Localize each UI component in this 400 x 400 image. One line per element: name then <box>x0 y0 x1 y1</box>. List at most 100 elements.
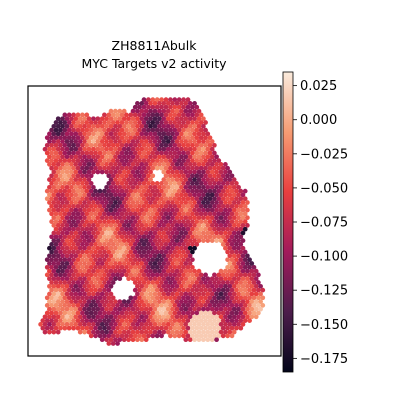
tissue-spot <box>49 127 54 133</box>
tissue-spot <box>99 139 105 144</box>
tissue-spot <box>102 142 107 148</box>
tissue-spot <box>185 158 191 163</box>
tissue-spot <box>174 101 180 106</box>
tissue-spot <box>159 196 164 202</box>
tissue-spot <box>55 253 61 259</box>
tissue-spot <box>97 325 103 331</box>
tissue-spot <box>71 280 76 285</box>
tissue-spot <box>141 333 147 339</box>
tissue-spot <box>247 264 252 270</box>
tissue-spot <box>220 295 226 301</box>
tissue-spot <box>183 116 189 122</box>
tissue-spot <box>185 325 191 331</box>
tissue-spot <box>165 108 171 114</box>
tissue-spot <box>99 223 105 228</box>
tissue-spot <box>187 101 193 106</box>
tissue-spot <box>135 230 140 236</box>
tissue-spot <box>170 108 175 114</box>
tissue-spot <box>231 283 237 289</box>
tissue-spot <box>143 329 149 335</box>
tissue-spot <box>95 283 101 289</box>
tissue-spot <box>132 287 138 293</box>
tissue-spot <box>187 253 193 259</box>
tissue-spot <box>152 314 158 320</box>
tissue-spot <box>95 291 101 297</box>
tissue-spot <box>113 268 118 274</box>
tissue-spot <box>137 165 142 171</box>
tissue-spot <box>110 310 116 316</box>
tissue-spot <box>53 127 59 133</box>
tissue-spot <box>60 131 65 137</box>
tissue-spot <box>165 322 171 327</box>
tissue-spot <box>143 139 149 144</box>
tissue-spot <box>172 104 178 110</box>
tissue-spot <box>242 203 248 209</box>
tissue-spot <box>216 181 222 186</box>
tissue-spot <box>229 257 235 263</box>
tissue-spot <box>135 253 140 259</box>
tissue-spot <box>66 242 72 247</box>
tissue-spot <box>157 123 162 129</box>
tissue-spot <box>161 291 167 297</box>
tissue-spot <box>161 146 167 152</box>
tissue-spot <box>205 177 211 182</box>
tissue-spot <box>247 272 252 278</box>
tissue-spot <box>73 139 79 144</box>
tissue-spot <box>97 127 103 133</box>
tissue-spot <box>205 322 211 327</box>
tissue-spot <box>55 223 61 228</box>
tissue-spot <box>55 192 61 198</box>
tissue-spot <box>132 257 138 263</box>
tissue-spot <box>84 242 90 247</box>
tissue-spot <box>69 192 74 198</box>
tissue-spot <box>135 192 140 198</box>
tissue-spot <box>139 223 145 228</box>
tissue-spot <box>132 226 138 232</box>
tissue-spot <box>141 226 147 232</box>
tissue-spot <box>132 173 138 179</box>
tissue-spot <box>209 230 215 236</box>
tissue-spot <box>102 257 107 263</box>
tissue-spot <box>110 226 116 232</box>
tissue-spot <box>159 257 164 263</box>
tissue-spot <box>170 230 175 236</box>
tissue-spot <box>179 245 184 251</box>
tissue-spot <box>108 154 114 160</box>
tissue-spot <box>49 219 54 224</box>
tissue-spot <box>73 146 79 152</box>
tissue-spot <box>174 215 180 221</box>
tissue-spot <box>185 287 191 293</box>
tissue-spot <box>170 268 175 274</box>
tissue-spot <box>49 150 54 156</box>
tissue-spot <box>209 200 215 205</box>
tissue-spot <box>137 226 142 232</box>
tissue-spot <box>44 264 50 270</box>
tissue-spot <box>174 116 180 122</box>
tissue-spot <box>214 337 219 343</box>
tissue-spot <box>55 139 61 144</box>
tissue-spot <box>187 337 193 343</box>
tissue-spot <box>132 295 138 301</box>
tissue-spot <box>207 173 213 179</box>
tissue-spot <box>115 234 120 240</box>
tissue-spot <box>91 131 96 137</box>
tissue-spot <box>218 306 224 312</box>
tissue-spot <box>128 242 134 247</box>
tissue-spot <box>242 196 248 202</box>
tissue-spot <box>95 261 101 266</box>
tissue-spot <box>218 200 224 205</box>
tissue-spot <box>163 310 169 316</box>
tissue-spot <box>119 272 125 278</box>
tissue-spot <box>198 310 204 316</box>
tissue-spot <box>214 329 219 335</box>
tissue-spot <box>148 322 153 327</box>
tissue-spot <box>82 299 87 304</box>
tissue-spot <box>150 219 156 224</box>
tissue-spot <box>227 261 233 266</box>
tissue-spot <box>69 184 74 190</box>
tissue-spot <box>110 142 116 148</box>
tissue-spot <box>196 177 202 182</box>
tissue-spot <box>71 310 76 316</box>
tissue-spot <box>71 287 76 293</box>
tissue-spot <box>152 116 158 122</box>
